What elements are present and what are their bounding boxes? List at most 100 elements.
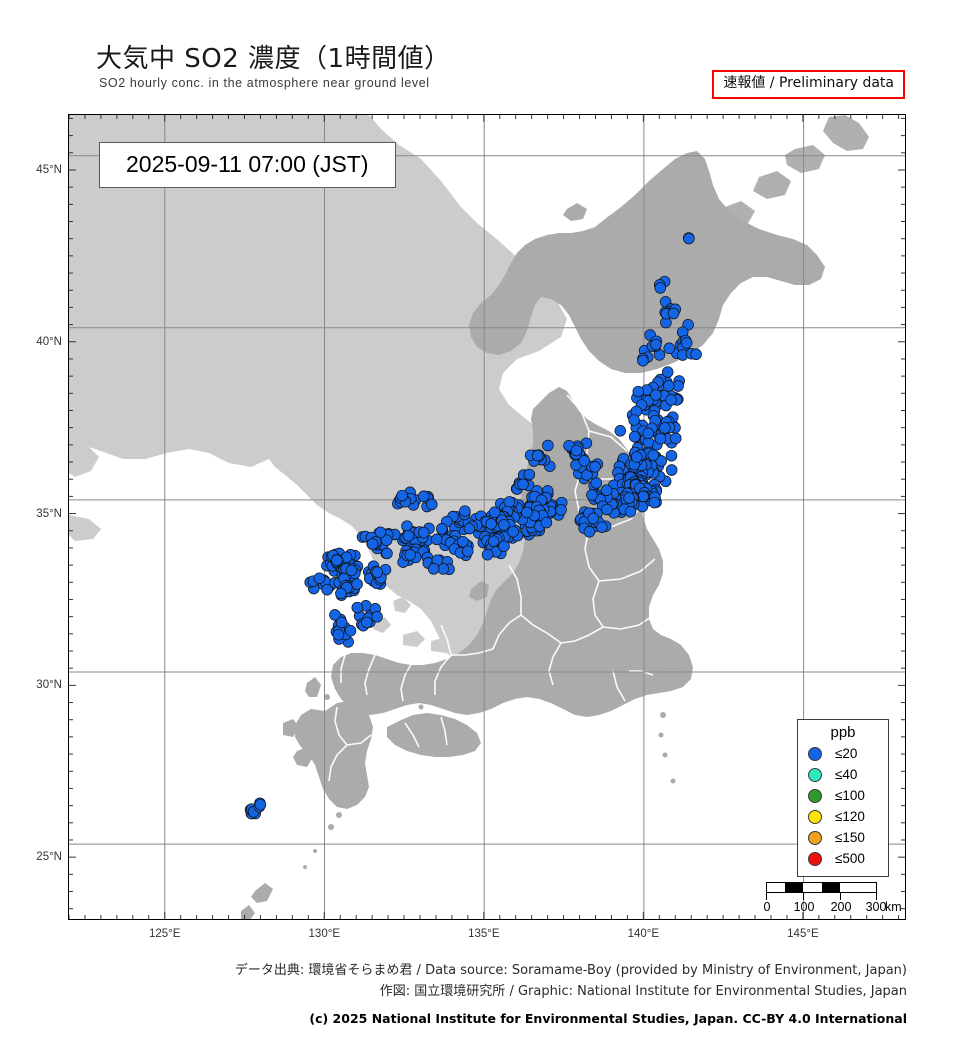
observation-point[interactable]: [521, 506, 533, 519]
observation-point[interactable]: [417, 526, 430, 539]
observation-point[interactable]: [665, 464, 678, 476]
observation-point[interactable]: [331, 554, 343, 566]
observation-point[interactable]: [540, 516, 553, 529]
observation-point[interactable]: [542, 439, 554, 452]
observation-point[interactable]: [371, 566, 384, 578]
observation-point[interactable]: [670, 432, 682, 445]
map-panel[interactable]: 2025-09-11 07:00 (JST) ppb ≤20 ≤40 ≤100 …: [68, 114, 906, 920]
legend-title: ppb: [830, 724, 856, 741]
observation-point[interactable]: [624, 505, 637, 518]
observation-point[interactable]: [366, 538, 379, 550]
observation-point[interactable]: [361, 616, 373, 629]
observation-point[interactable]: [628, 430, 641, 443]
observation-point[interactable]: [683, 232, 695, 245]
observation-point[interactable]: [436, 523, 448, 535]
observation-point[interactable]: [487, 535, 500, 547]
observation-point[interactable]: [667, 307, 680, 320]
observation-point[interactable]: [647, 449, 660, 461]
observation-point[interactable]: [654, 432, 667, 445]
scale-tick: [876, 893, 877, 900]
observation-point[interactable]: [680, 337, 693, 349]
observation-point[interactable]: [631, 451, 643, 463]
observation-point[interactable]: [587, 512, 599, 525]
observation-point[interactable]: [498, 540, 510, 552]
observation-point[interactable]: [457, 535, 469, 548]
observation-point[interactable]: [344, 625, 357, 637]
observation-point[interactable]: [586, 489, 598, 501]
observation-point[interactable]: [426, 498, 438, 511]
observation-point[interactable]: [503, 496, 516, 508]
observation-point[interactable]: [517, 478, 529, 491]
korea-island-c: [403, 631, 425, 647]
observation-point[interactable]: [665, 449, 678, 462]
inland-sea-islet-a: [418, 704, 424, 710]
observation-point[interactable]: [351, 578, 363, 590]
observation-point[interactable]: [485, 518, 497, 530]
observation-point[interactable]: [655, 455, 667, 467]
observation-point[interactable]: [313, 572, 326, 584]
observation-point[interactable]: [650, 338, 662, 351]
observation-point[interactable]: [381, 547, 393, 560]
observation-point[interactable]: [459, 505, 471, 517]
observation-point[interactable]: [374, 526, 387, 539]
observation-point[interactable]: [321, 583, 333, 596]
observation-point[interactable]: [555, 504, 567, 516]
observation-point[interactable]: [371, 611, 383, 623]
observation-point[interactable]: [254, 798, 267, 811]
observation-point[interactable]: [498, 519, 510, 531]
observation-point[interactable]: [345, 564, 358, 577]
izu-hachijojima: [670, 778, 676, 784]
observation-point[interactable]: [648, 496, 661, 509]
observation-point[interactable]: [380, 534, 393, 546]
amami-oshima: [251, 883, 273, 903]
observation-point[interactable]: [335, 616, 348, 629]
foreign-land: [69, 115, 567, 704]
observation-point[interactable]: [578, 455, 590, 467]
observation-point[interactable]: [632, 385, 645, 398]
observation-point[interactable]: [461, 545, 474, 557]
observation-point[interactable]: [335, 587, 347, 600]
observation-point[interactable]: [570, 444, 583, 457]
observation-point[interactable]: [507, 525, 519, 538]
observation-point[interactable]: [614, 425, 627, 437]
observation-point[interactable]: [351, 601, 364, 614]
observation-point[interactable]: [628, 414, 640, 426]
observation-point[interactable]: [642, 427, 654, 440]
inland-sea-islet-b: [433, 701, 437, 705]
observation-point[interactable]: [463, 522, 476, 535]
observation-point[interactable]: [654, 282, 667, 294]
observation-point[interactable]: [637, 354, 649, 367]
observation-point[interactable]: [600, 484, 613, 496]
observation-point[interactable]: [404, 549, 416, 561]
observation-point[interactable]: [431, 533, 443, 546]
footer-copyright: (c) 2025 National Institute for Environm…: [309, 1011, 907, 1026]
observation-point[interactable]: [663, 342, 675, 355]
observation-point[interactable]: [601, 503, 613, 516]
observation-point[interactable]: [488, 506, 501, 519]
boso-peninsula: [665, 645, 687, 667]
satsunan-islet-b: [303, 865, 307, 869]
observation-point[interactable]: [623, 492, 635, 504]
observation-point[interactable]: [523, 468, 536, 481]
observation-point[interactable]: [637, 490, 650, 503]
observation-point[interactable]: [332, 628, 345, 641]
iki-island: [324, 694, 330, 700]
legend-label: ≤40: [835, 767, 858, 782]
observation-point[interactable]: [650, 389, 662, 401]
observation-point[interactable]: [481, 548, 494, 561]
observation-point[interactable]: [661, 366, 674, 378]
observation-point[interactable]: [531, 449, 544, 462]
observation-point[interactable]: [596, 521, 608, 533]
observation-point[interactable]: [589, 461, 601, 473]
observation-point[interactable]: [663, 380, 675, 392]
observation-point[interactable]: [418, 490, 430, 503]
observation-point[interactable]: [396, 489, 408, 502]
observation-point[interactable]: [427, 563, 440, 575]
observation-point[interactable]: [665, 394, 677, 406]
observation-point[interactable]: [659, 422, 671, 434]
observation-point[interactable]: [329, 609, 341, 621]
observation-point[interactable]: [402, 530, 415, 542]
inland-sea-islet-c: [447, 705, 451, 709]
observation-point[interactable]: [690, 348, 702, 361]
observation-point[interactable]: [583, 526, 596, 538]
